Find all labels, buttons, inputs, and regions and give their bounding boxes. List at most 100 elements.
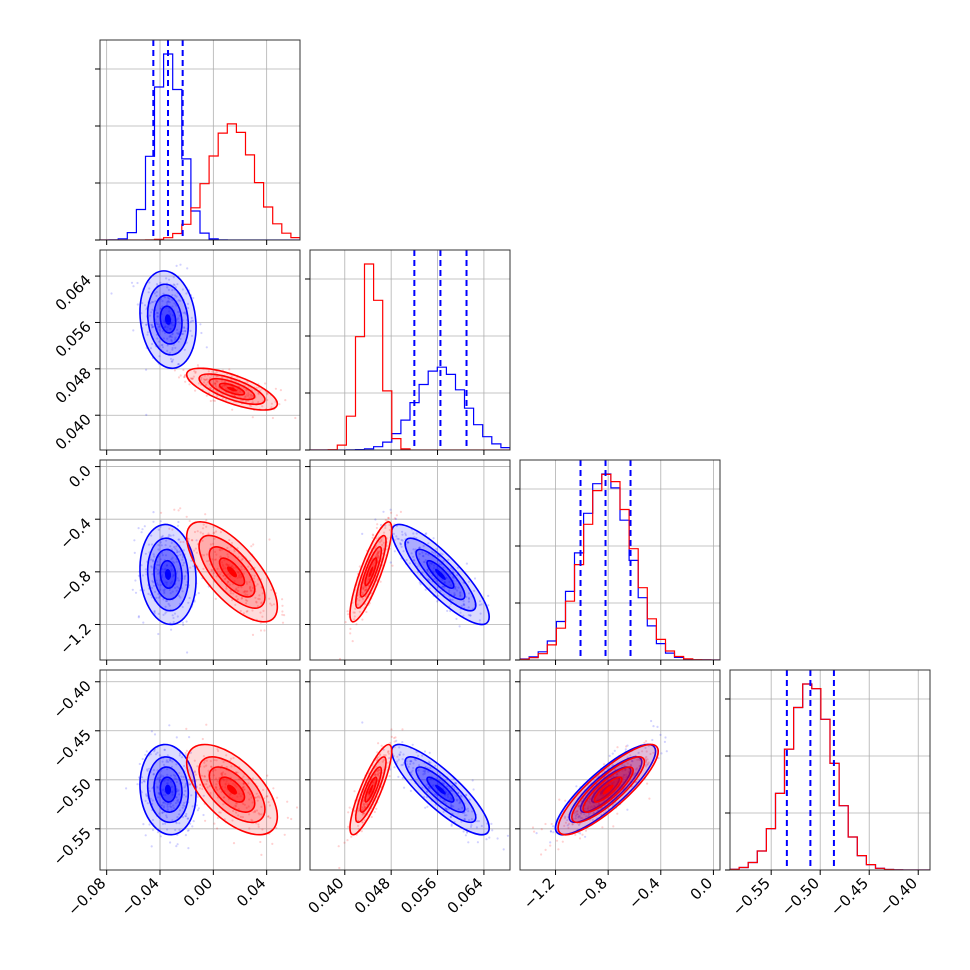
sample-point <box>442 800 445 803</box>
sample-point <box>230 765 233 768</box>
sample-point <box>247 791 250 794</box>
sample-point <box>249 585 252 588</box>
sample-point <box>361 813 364 816</box>
sample-point <box>552 831 555 834</box>
sample-point <box>209 760 212 763</box>
sample-point <box>251 586 254 590</box>
sample-point <box>156 560 159 563</box>
sample-point <box>156 315 159 318</box>
sample-point <box>416 571 419 574</box>
sample-point <box>608 754 611 758</box>
sample-point <box>187 817 190 820</box>
sample-point <box>150 326 153 329</box>
sample-point <box>464 834 467 837</box>
sample-point <box>247 392 250 395</box>
sample-point <box>441 578 444 582</box>
sample-point <box>195 804 198 807</box>
sample-point <box>414 548 417 551</box>
sample-point <box>445 791 448 794</box>
sample-point <box>260 601 263 604</box>
sample-point <box>171 575 174 578</box>
sample-point <box>151 799 154 802</box>
sample-point <box>204 513 207 516</box>
sample-point <box>432 537 435 540</box>
sample-point <box>184 834 187 837</box>
x-tick-label: −0.40 <box>876 874 921 919</box>
sample-point <box>163 319 166 322</box>
sample-point <box>212 525 215 529</box>
sample-point <box>590 805 593 808</box>
sample-point <box>242 591 245 594</box>
sample-point <box>154 321 158 324</box>
sample-point <box>166 326 169 329</box>
sample-point <box>179 596 182 599</box>
sample-point <box>160 551 164 555</box>
density-peak <box>164 314 172 325</box>
sample-point <box>176 570 179 573</box>
sample-point <box>205 764 208 767</box>
sample-point <box>179 540 182 544</box>
sample-point <box>636 767 639 770</box>
sample-point <box>224 786 227 789</box>
sample-point <box>156 582 159 585</box>
sample-point <box>418 546 421 549</box>
sample-point <box>375 553 378 556</box>
sample-point <box>266 795 269 798</box>
sample-point <box>172 534 175 537</box>
sample-point <box>380 744 383 747</box>
sample-point <box>625 745 628 748</box>
sample-point <box>253 574 256 577</box>
sample-point <box>172 774 175 777</box>
sample-point <box>613 749 616 753</box>
x-tick-label: 0.00 <box>180 874 216 910</box>
sample-point <box>263 797 266 800</box>
sample-point <box>657 757 660 760</box>
sample-point <box>168 604 171 607</box>
sample-point <box>171 560 174 563</box>
sample-point <box>167 535 170 538</box>
sample-point <box>158 754 161 757</box>
sample-point <box>363 585 366 589</box>
sample-point <box>394 736 397 739</box>
sample-point <box>215 375 218 378</box>
sample-point <box>187 601 190 604</box>
sample-point <box>176 328 179 331</box>
sample-point <box>379 754 382 757</box>
sample-point <box>378 550 381 553</box>
sample-point <box>166 768 169 771</box>
sample-point <box>193 770 196 773</box>
sample-point <box>192 820 195 823</box>
sample-point <box>423 772 426 775</box>
sample-point <box>449 584 452 587</box>
sample-point <box>578 837 582 840</box>
sample-point <box>185 749 188 753</box>
sample-point <box>245 582 249 585</box>
sample-point <box>229 793 232 796</box>
y-tick-label: −0.40 <box>50 677 95 722</box>
sample-point <box>171 294 174 297</box>
x-tick-label: −0.45 <box>827 874 872 919</box>
sample-point <box>425 796 428 799</box>
sample-point <box>182 311 185 314</box>
x-tick-label: 0.064 <box>444 874 487 917</box>
sample-point <box>183 348 186 351</box>
sample-point <box>415 750 418 754</box>
sample-point <box>268 597 271 600</box>
sample-point <box>165 782 168 785</box>
sample-point <box>645 755 648 759</box>
sample-point <box>227 782 230 786</box>
sample-point <box>136 783 139 786</box>
sample-point <box>199 323 202 326</box>
sample-point <box>351 640 354 643</box>
sample-point <box>235 588 238 591</box>
sample-point <box>454 587 457 591</box>
sample-point <box>376 523 379 526</box>
sample-point <box>183 576 186 579</box>
sample-point <box>158 812 161 815</box>
sample-point <box>195 539 198 542</box>
sample-point <box>470 818 473 821</box>
sample-point <box>247 565 250 568</box>
sample-point <box>152 773 155 776</box>
sample-point <box>172 573 175 577</box>
sample-point <box>413 559 416 562</box>
